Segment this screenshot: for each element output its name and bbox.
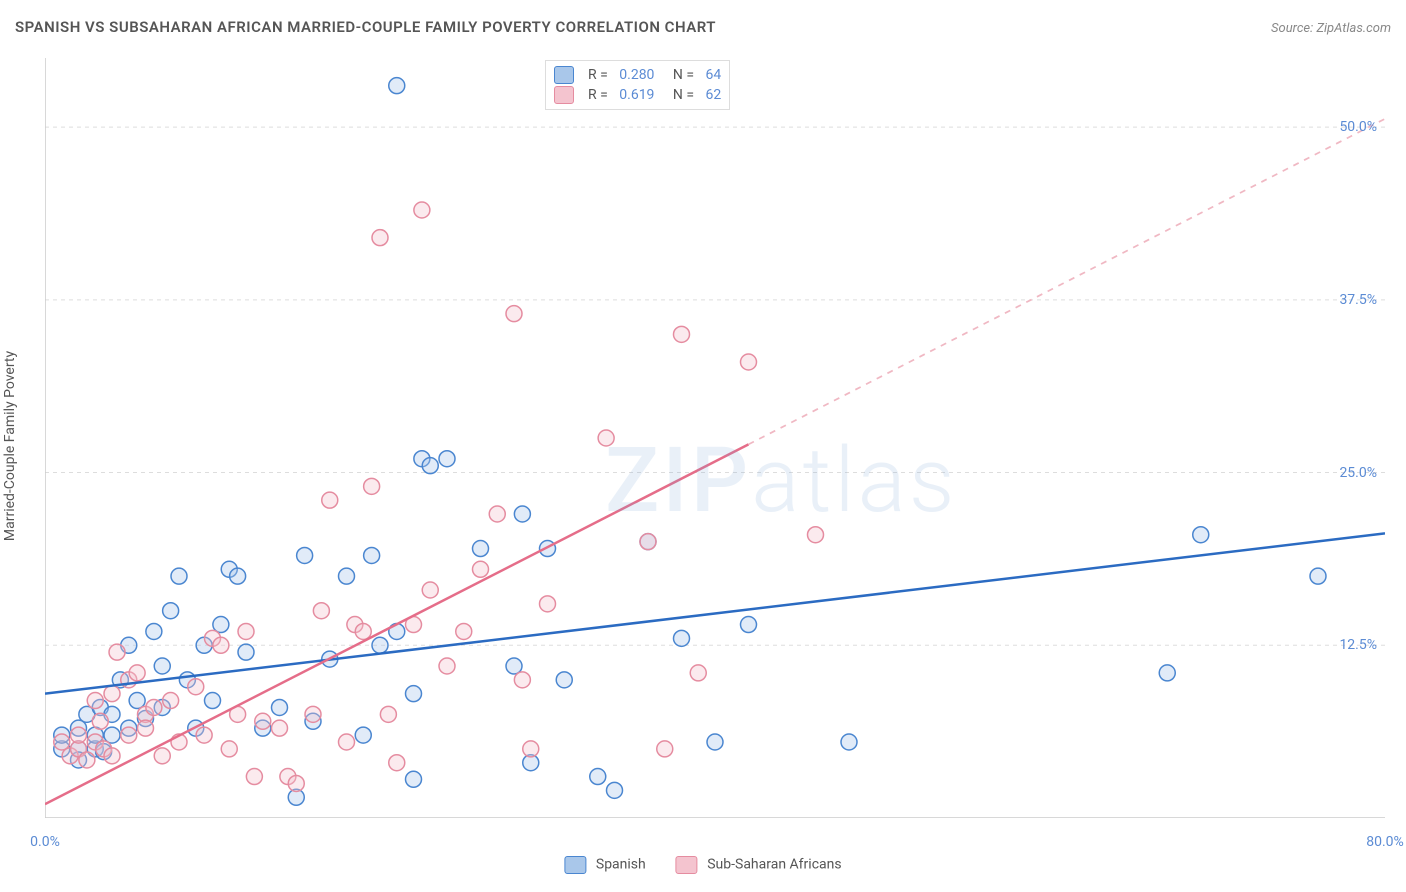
stats-row-spanish: R = 0.280 N = 64 <box>554 65 721 85</box>
chart-svg <box>45 58 1385 818</box>
x-tick-min: 0.0% <box>30 834 60 850</box>
stat-n-label: N = <box>662 87 697 103</box>
stats-legend: R = 0.280 N = 64R = 0.619 N = 62 <box>545 60 730 110</box>
plot-area: ZIPatlas R = 0.280 N = 64R = 0.619 N = 6… <box>45 58 1385 818</box>
legend-item-subsaharan: Sub-Saharan Africans <box>676 856 842 874</box>
y-tick-label: 25.0% <box>1339 465 1377 481</box>
stat-n-label: N = <box>662 67 697 83</box>
y-tick-label: 37.5% <box>1339 292 1377 308</box>
legend-label-spanish: Spanish <box>596 857 646 873</box>
source-name: ZipAtlas.com <box>1316 21 1391 36</box>
y-axis-label: Married-Couple Family Poverty <box>2 351 18 541</box>
stat-n-value: 62 <box>705 87 721 103</box>
legend-label-subsaharan: Sub-Saharan Africans <box>707 857 841 873</box>
y-tick-label: 50.0% <box>1339 119 1377 135</box>
stat-n-value: 64 <box>705 67 721 83</box>
stat-r-label: R = <box>588 87 611 103</box>
source-credit: Source: ZipAtlas.com <box>1271 21 1391 36</box>
swatch-subsaharan <box>676 856 698 874</box>
swatch-icon <box>554 66 574 84</box>
swatch-spanish <box>564 856 586 874</box>
stat-r-value: 0.280 <box>619 67 654 83</box>
stat-r-value: 0.619 <box>619 87 654 103</box>
x-tick-max: 80.0% <box>1366 834 1404 850</box>
y-tick-label: 12.5% <box>1339 637 1377 653</box>
swatch-icon <box>554 86 574 104</box>
chart-title: SPANISH VS SUBSAHARAN AFRICAN MARRIED-CO… <box>15 18 716 36</box>
source-prefix: Source: <box>1271 21 1316 36</box>
series-legend: Spanish Sub-Saharan Africans <box>564 856 841 874</box>
legend-item-spanish: Spanish <box>564 856 645 874</box>
stat-r-label: R = <box>588 67 611 83</box>
stats-row-subsaharan: R = 0.619 N = 62 <box>554 85 721 105</box>
